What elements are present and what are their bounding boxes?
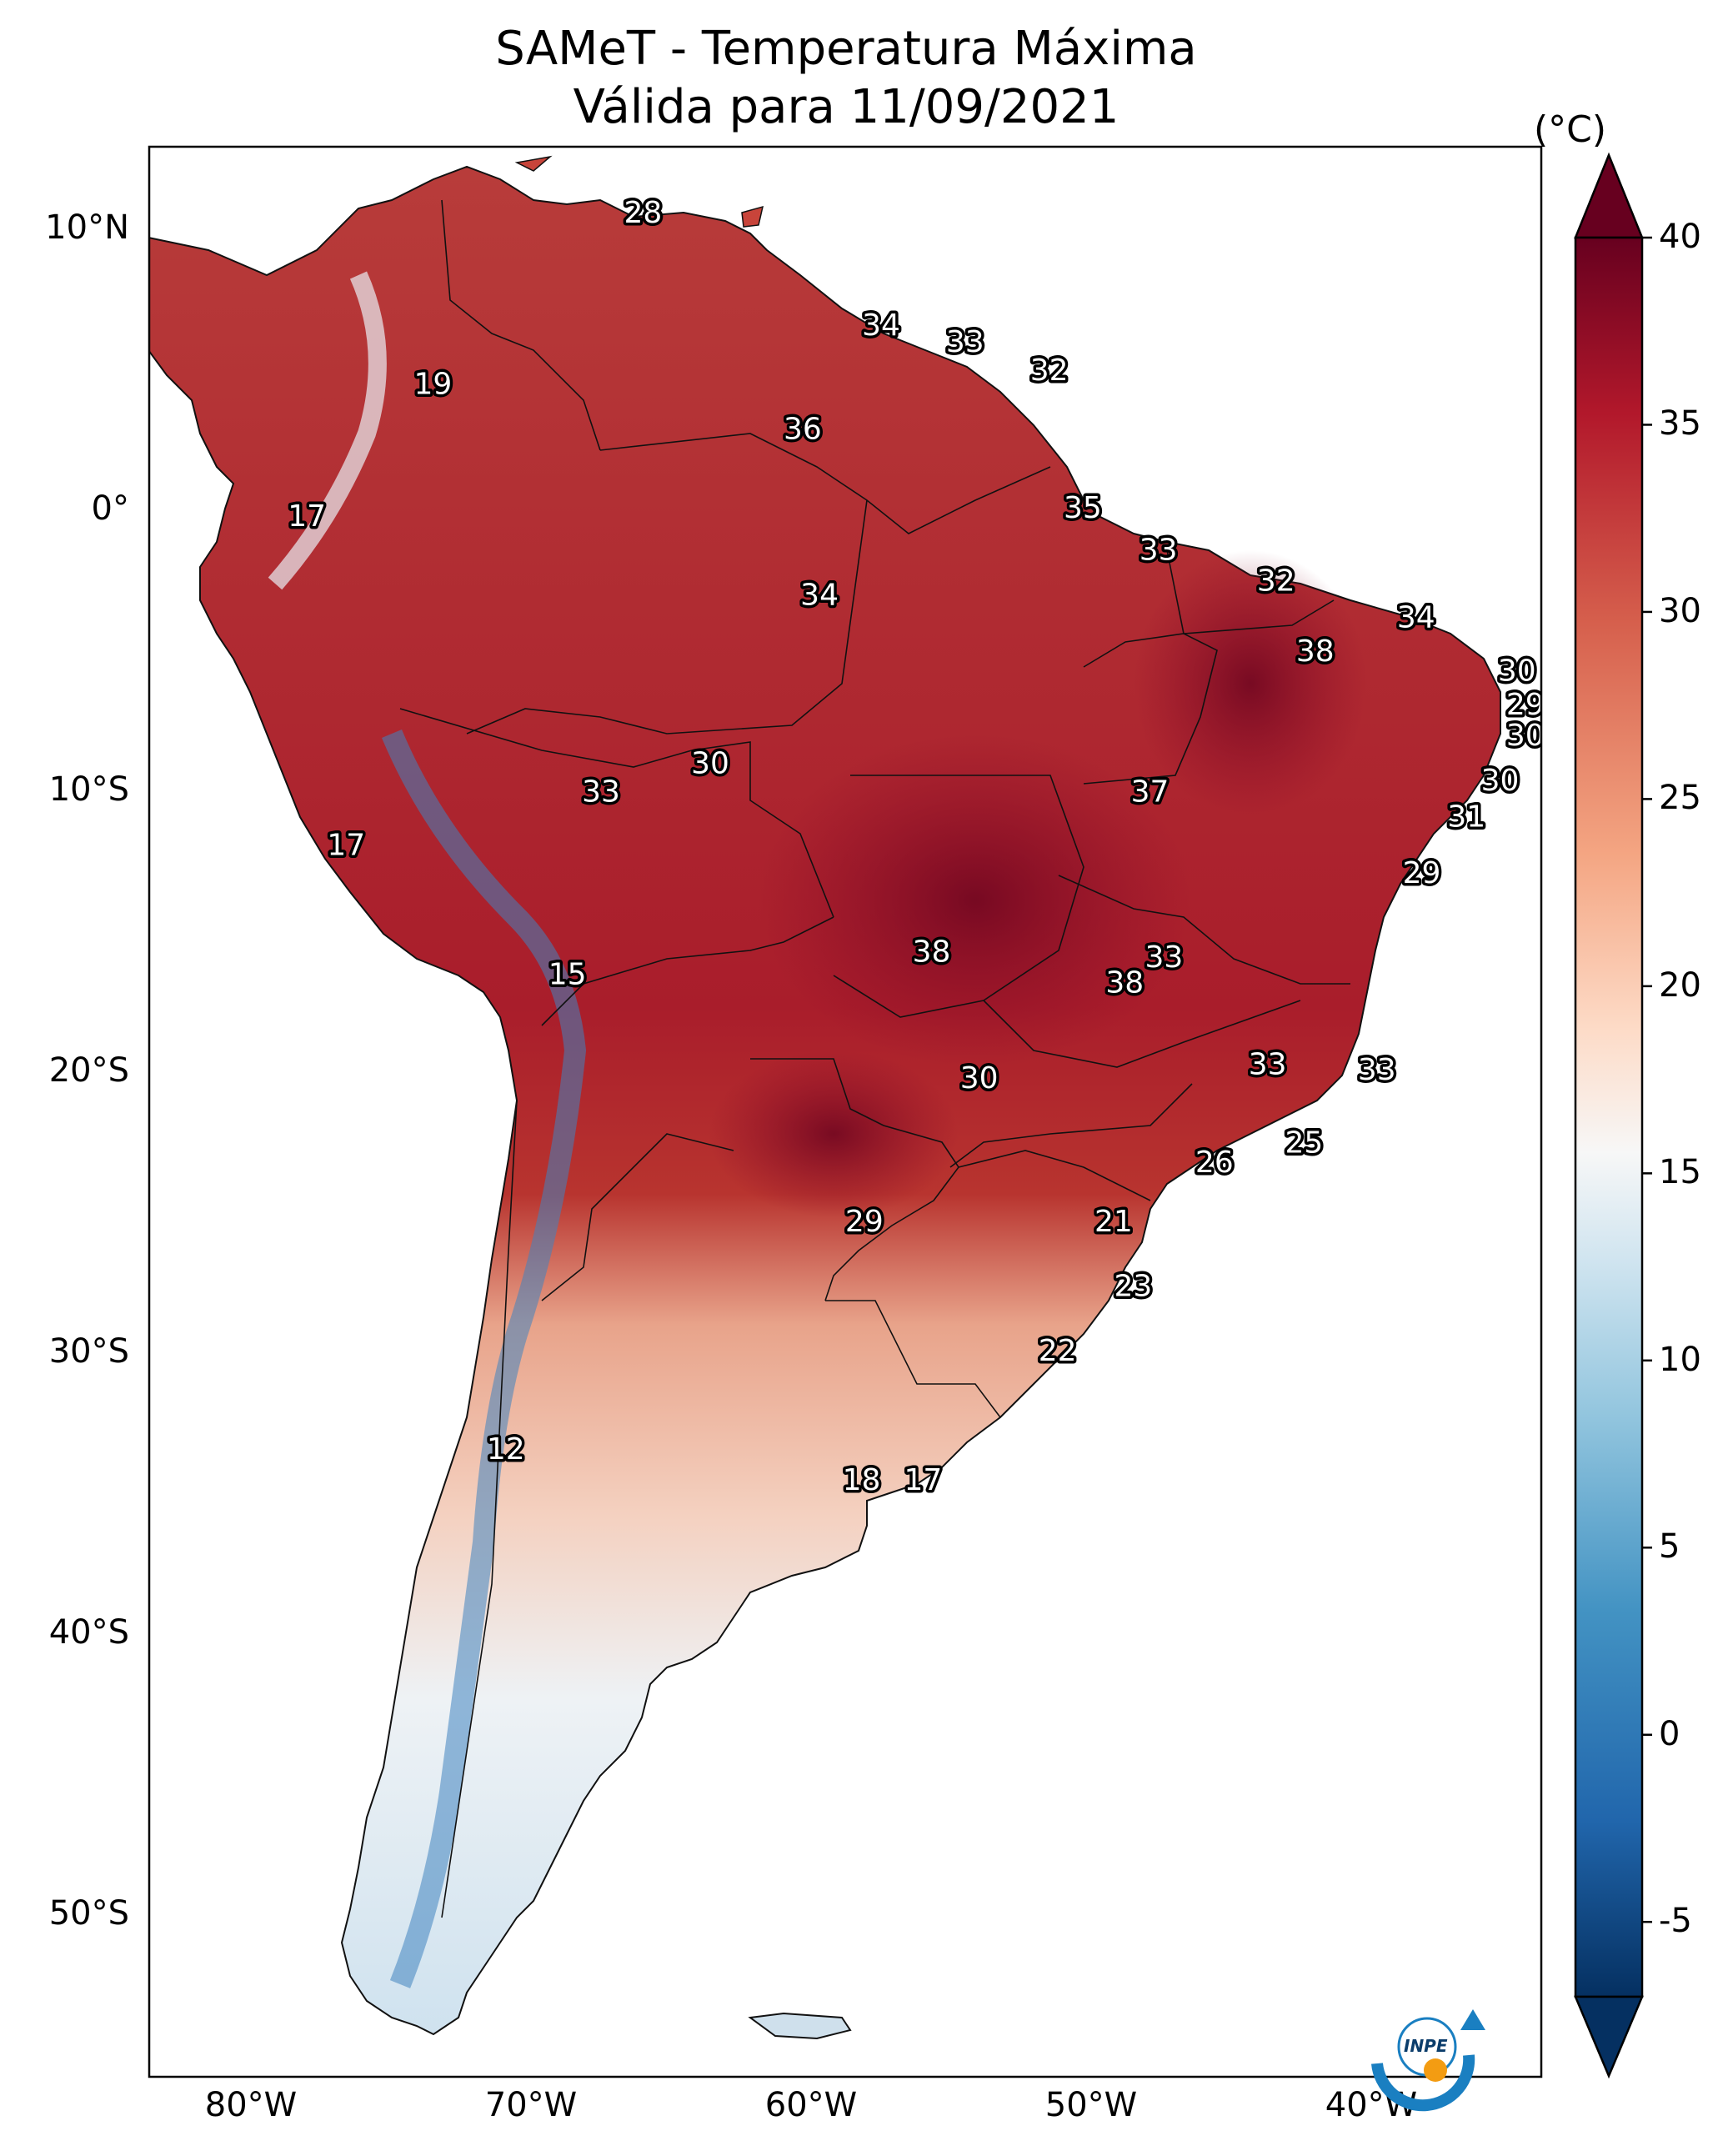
temperature-label: 17 [288, 499, 326, 534]
temperature-label: 23 [1114, 1269, 1152, 1303]
longitude-label: 50°W [1044, 2086, 1138, 2124]
colorbar-max-arrow [1574, 152, 1644, 239]
temperature-label: 33 [1358, 1053, 1396, 1087]
temperature-label: 32 [1257, 564, 1295, 599]
latitude-label: 10°N [45, 208, 129, 247]
temperature-label: 29 [1403, 856, 1441, 890]
colorbar-tick-label: -5 [1659, 1902, 1692, 1941]
inpe-logo-text: INPE [1404, 2036, 1448, 2056]
colorbar-tick-label: 10 [1659, 1340, 1701, 1379]
temperature-label: 32 [1030, 353, 1069, 388]
temperature-label: 17 [904, 1463, 942, 1497]
temperature-label: 25 [1285, 1126, 1323, 1161]
inpe-logo-arc [1371, 2054, 1475, 2112]
temperature-label: 33 [946, 325, 984, 359]
temperature-label: 12 [487, 1432, 525, 1467]
colorbar-min-arrow [1574, 1995, 1644, 2079]
temperature-label: 17 [327, 828, 365, 862]
temperature-label: 30 [960, 1061, 999, 1096]
map-frame [148, 145, 1543, 2078]
temperature-label: 30 [1498, 654, 1536, 688]
temperature-label: 33 [1249, 1047, 1287, 1081]
country-borders [399, 199, 1350, 1918]
longitude-label: 80°W [204, 2086, 298, 2124]
longitude-label: 70°W [484, 2086, 578, 2124]
map-title: SAMeT - Temperatura Máxima [495, 22, 1197, 76]
temperature-label: 26 [1195, 1146, 1234, 1180]
temperature-label: 31 [1447, 800, 1485, 835]
latitude-label: 10°S [48, 770, 129, 809]
latitude-label: 0° [91, 489, 129, 528]
colorbar-tick-label: 0 [1659, 1714, 1680, 1753]
temperature-label: 33 [1139, 534, 1178, 568]
temperature-label: 34 [800, 578, 839, 612]
temperature-label: 15 [548, 957, 587, 991]
colorbar [1574, 152, 1652, 2079]
heat-core-ne [1134, 550, 1367, 817]
latitude-label: 40°S [48, 1613, 129, 1652]
andes-cold-band [382, 729, 587, 1988]
temperature-label: 22 [1039, 1334, 1077, 1368]
temperature-label: 30 [691, 747, 729, 781]
map-subtitle: Válida para 11/09/2021 [573, 80, 1119, 134]
falkland-islands [748, 2012, 852, 2040]
temperature-label: 29 [1506, 688, 1545, 722]
temperature-label: 38 [913, 935, 951, 969]
temperature-label: 29 [845, 1205, 884, 1239]
andes-north-band [268, 271, 387, 590]
latitude-label: 20°S [48, 1051, 129, 1090]
colorbar-tick-label: 35 [1659, 404, 1701, 444]
caribbean-island [514, 155, 553, 172]
temperature-label: 34 [1397, 600, 1435, 634]
trinidad-island [741, 205, 764, 228]
colorbar-tick-label: 30 [1659, 591, 1701, 630]
temperature-label: 36 [784, 413, 822, 447]
colorbar-tick-label: 5 [1659, 1527, 1680, 1567]
colorbar-bar [1574, 236, 1644, 1998]
inpe-logo: INPE [1371, 2009, 1485, 2112]
temperature-label: 38 [1296, 634, 1335, 669]
colorbar-unit: (°C) [1534, 108, 1607, 151]
temperature-label: 34 [862, 308, 900, 343]
temperature-label: 18 [843, 1463, 881, 1497]
latitude-label: 50°S [48, 1894, 129, 1933]
colorbar-tick-label: 40 [1659, 218, 1701, 256]
colorbar-tick-label: 25 [1659, 779, 1701, 818]
colorbar-tick-label: 20 [1659, 965, 1701, 1005]
temperature-label: 19 [413, 368, 452, 402]
temperature-label: 33 [582, 775, 620, 809]
temperature-label: 21 [1094, 1205, 1133, 1239]
heat-core [759, 734, 1192, 1067]
latitude-label: 30°S [48, 1332, 129, 1371]
temperature-label: 30 [1506, 719, 1545, 753]
longitude-label: 60°W [764, 2086, 858, 2124]
temperature-label: 33 [1144, 940, 1183, 975]
temperature-label: 28 [624, 196, 662, 230]
colorbar-tick-label: 15 [1659, 1153, 1701, 1192]
temperature-label: 35 [1064, 491, 1102, 525]
temperature-label: 30 [1481, 764, 1520, 798]
inpe-logo-sun [1424, 2058, 1447, 2082]
heat-core-sw [709, 1050, 959, 1217]
temperature-label: 38 [1105, 966, 1144, 1000]
temperature-label: 37 [1131, 775, 1170, 809]
